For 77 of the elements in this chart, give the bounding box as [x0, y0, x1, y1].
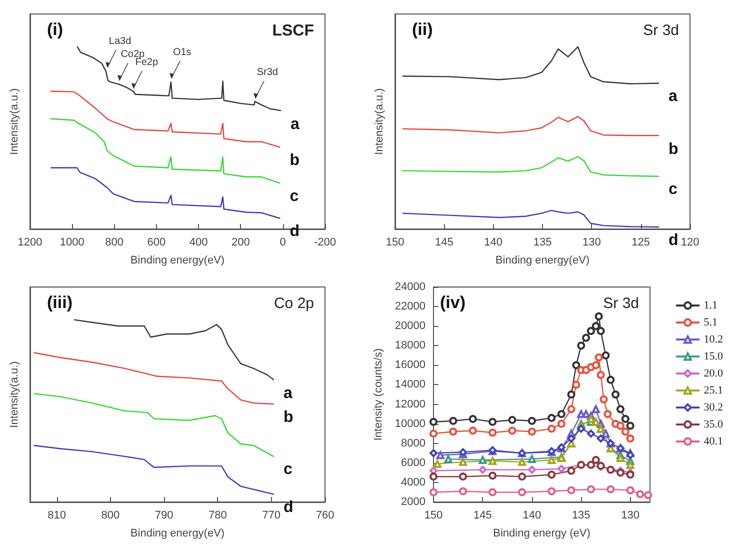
- x-tick-label: 125: [632, 236, 650, 248]
- x-tick-label: 145: [434, 236, 454, 248]
- x-tick-label: 800: [101, 510, 120, 522]
- series-label: b: [290, 152, 300, 170]
- series-label: d: [284, 499, 294, 516]
- y-tick-label: 24000: [394, 281, 426, 293]
- x-tick-label: 145: [474, 510, 492, 522]
- x-axis-title: Binding energy(eV): [495, 254, 590, 266]
- x-axis-title: Binding energy(eV): [130, 254, 225, 266]
- x-tick-label: 120: [680, 236, 700, 248]
- y-tick-label: 12000: [394, 398, 426, 410]
- y-tick-label: 2000: [401, 496, 426, 508]
- legend-label: 25.1: [704, 384, 723, 396]
- y-tick-label: 18000: [394, 340, 426, 352]
- legend-label: 15.0: [704, 350, 724, 362]
- y-tick-label: 10000: [394, 418, 426, 430]
- chart-title: (i): [47, 20, 64, 39]
- x-tick-label: 780: [208, 510, 227, 522]
- series-label: a: [290, 116, 300, 133]
- chart-title: (iv): [440, 293, 466, 312]
- y-axis-title: Intensity (counts/s): [372, 348, 384, 441]
- chart-subtitle: Sr 3d: [643, 22, 680, 39]
- legend-label: 10.2: [704, 334, 723, 346]
- x-tick-label: 135: [572, 510, 590, 522]
- annotation: Sr3d: [256, 67, 278, 78]
- x-tick-label: 130: [621, 510, 640, 522]
- series-label: a: [668, 88, 678, 106]
- y-axis-title: Intensity(a.u.): [8, 361, 20, 428]
- series-label: c: [668, 181, 678, 198]
- x-tick-label: 400: [189, 236, 208, 248]
- legend-label: 1.1: [704, 300, 718, 312]
- y-axis-title: Intensity(a.u.): [8, 88, 20, 155]
- series-label: c: [284, 461, 292, 478]
- y-tick-label: 16000: [394, 359, 426, 372]
- x-tick-label: 150: [424, 510, 443, 522]
- x-tick-label: 0: [280, 236, 286, 248]
- annotation: O1s: [172, 47, 192, 58]
- annotation: La3d: [108, 36, 132, 48]
- y-tick-label: 4000: [401, 476, 426, 488]
- y-tick-label: 22000: [394, 300, 426, 313]
- y-tick-label: 6000: [401, 456, 426, 469]
- chart-title: (ii): [412, 20, 433, 39]
- y-tick-label: 8000: [401, 437, 426, 450]
- y-tick-label: 14000: [394, 378, 426, 391]
- legend-label: 20.0: [704, 368, 724, 380]
- x-tick-label: 140: [484, 236, 503, 248]
- legend-label: 5.1: [704, 316, 718, 328]
- x-tick-label: 130: [582, 236, 601, 248]
- y-tick-label: 20000: [394, 320, 426, 332]
- text: Sr 3d: [603, 295, 640, 312]
- x-tick-label: 1000: [60, 236, 84, 248]
- x-tick-label: 770: [262, 510, 281, 522]
- chart-subtitle: LSCF: [272, 22, 314, 40]
- chart-subtitle: Co 2p: [274, 295, 314, 312]
- x-axis-title: Binding energy (eV): [493, 528, 590, 540]
- x-tick-label: 760: [316, 510, 334, 522]
- y-axis-title: Intensity(a.u.): [374, 88, 386, 155]
- legend-label: 30.2: [704, 402, 723, 414]
- series-label: b: [668, 140, 678, 158]
- series-label: d: [668, 232, 678, 249]
- x-axis-title: Binding energy(eV): [130, 528, 225, 540]
- series-label: c: [290, 188, 299, 206]
- x-tick-label: 1200: [18, 236, 42, 248]
- x-tick-label: 140: [522, 510, 542, 522]
- series-label: a: [284, 384, 292, 402]
- chart-title: (iii): [47, 293, 72, 312]
- x-tick-label: 150: [386, 236, 404, 248]
- series-label: b: [284, 408, 294, 426]
- x-tick-label: 790: [154, 510, 174, 522]
- legend-label: 40.1: [704, 436, 723, 448]
- x-tick-label: 810: [48, 510, 66, 522]
- x-tick-label: 135: [533, 236, 552, 248]
- x-tick-label: 800: [105, 236, 124, 248]
- x-tick-label: 200: [232, 236, 250, 248]
- legend-label: 35.0: [704, 418, 724, 430]
- x-tick-label: 600: [147, 236, 166, 248]
- x-tick-label: -200: [314, 236, 336, 248]
